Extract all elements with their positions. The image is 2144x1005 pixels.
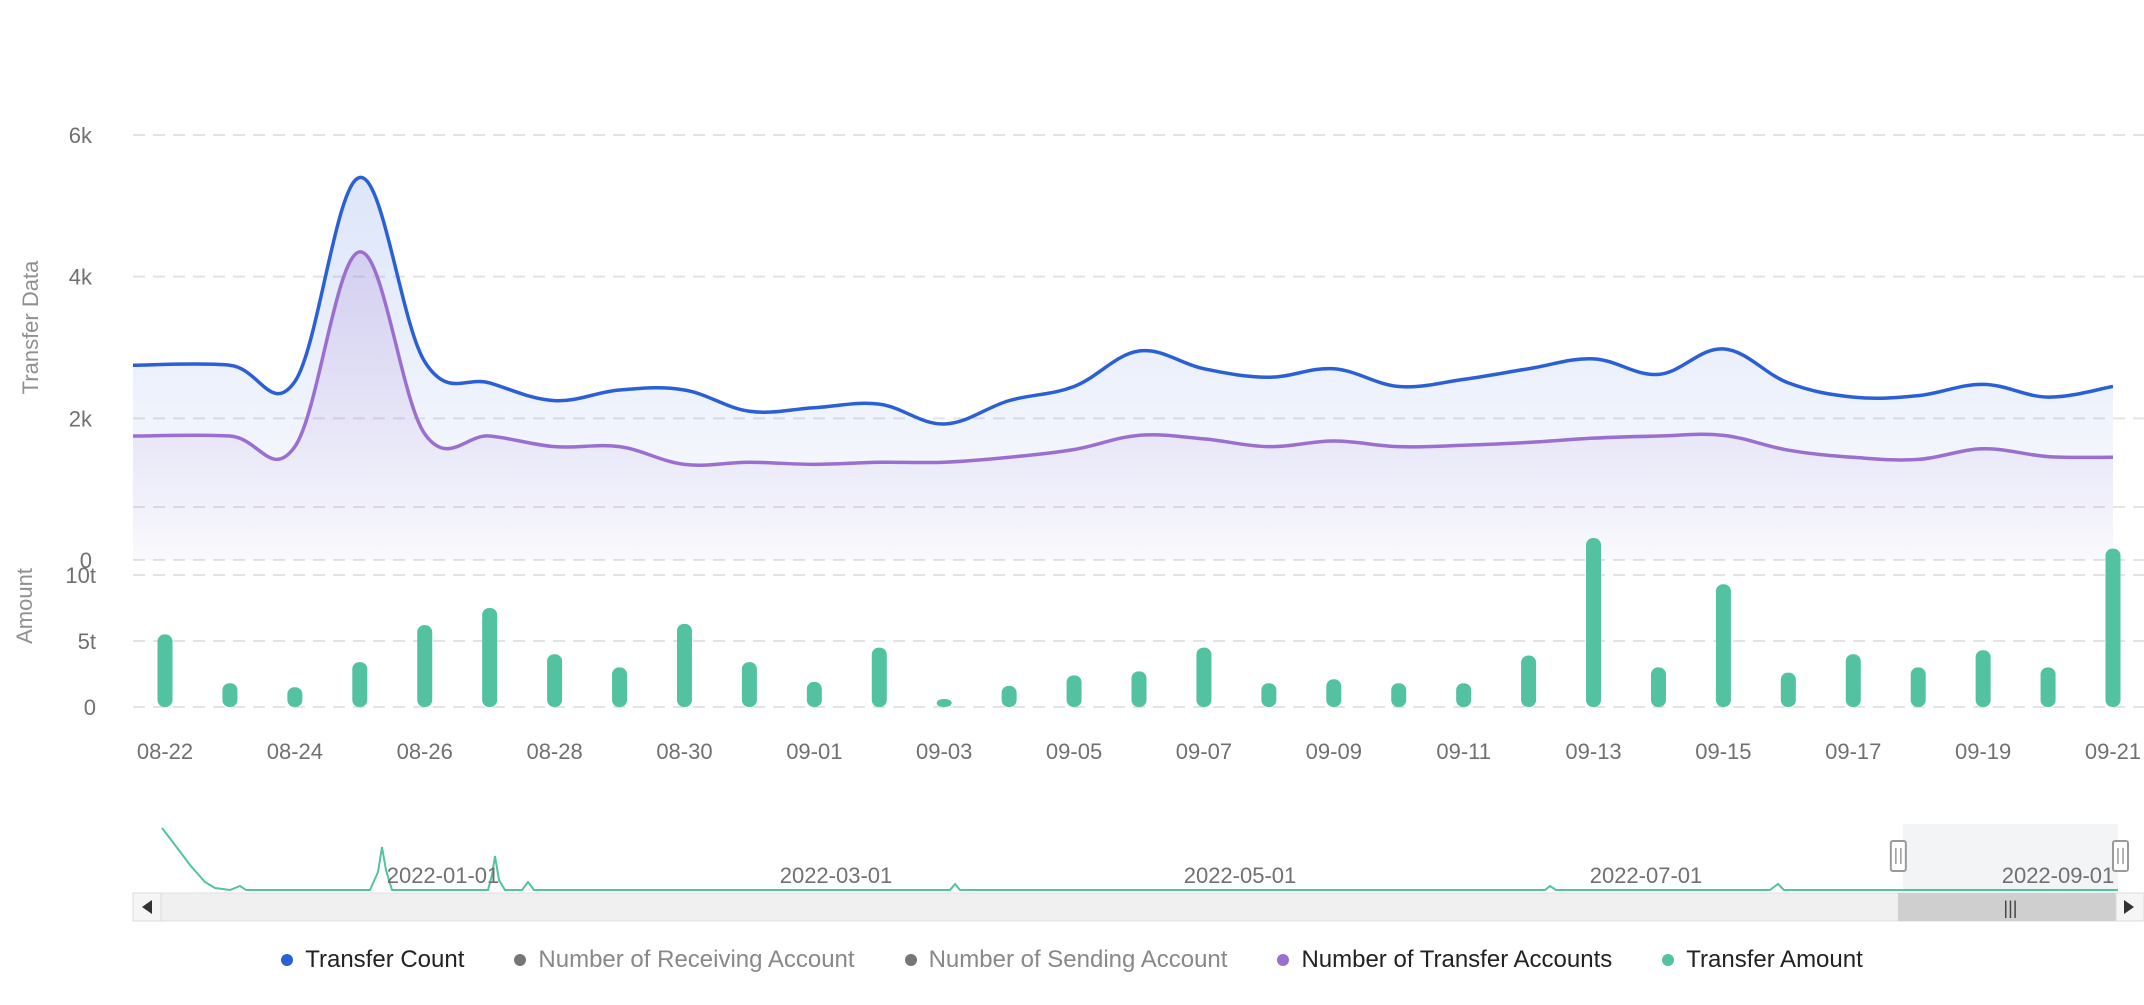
bar-transfer-amount [1650,667,1666,707]
x-tick-label: 09-05 [1046,739,1102,764]
x-tick-label: 08-28 [526,739,582,764]
bar-transfer-amount [612,667,628,707]
zoom-tick-label: 2022-07-01 [1590,863,1703,888]
bar-transfer-amount [676,623,692,707]
x-tick-label: 09-07 [1176,739,1232,764]
bar-transfer-amount [2105,548,2121,707]
x-tick-label: 08-24 [267,739,323,764]
legend-item-number-of-sending-account[interactable]: Number of Sending Account [904,946,1228,974]
bar-transfer-amount [1521,655,1537,707]
bottom-y-tick-label: 5t [78,629,96,654]
bottom-y-tick-label: 0 [84,695,96,720]
top-y-tick-label: 0 [80,548,92,573]
bar-transfer-amount [1196,647,1212,707]
x-tick-label: 08-30 [656,739,712,764]
x-tick-label: 09-13 [1565,739,1621,764]
bar-transfer-amount [352,662,368,707]
legend-marker-icon [514,954,527,966]
bar-transfer-amount [417,625,433,707]
bar-transfer-amount [1586,538,1602,707]
legend-marker-icon [1277,954,1290,966]
x-tick-label: 09-09 [1306,739,1362,764]
zoom-handle-left[interactable] [1889,840,1907,872]
bar-transfer-amount [1715,584,1731,707]
x-tick-label: 09-15 [1695,739,1751,764]
bar-transfer-amount [1456,683,1472,707]
bar-transfer-amount [547,654,563,707]
bar-transfer-amount [1326,679,1342,707]
legend: Transfer Count Number of Receiving Accoun… [0,940,2144,980]
legend-label: Transfer Count [305,946,465,973]
x-tick-label: 08-26 [397,739,453,764]
bar-transfer-amount [2040,667,2056,707]
series-area-number-of-transfer-accounts [133,251,2113,560]
x-tick-label: 09-19 [1955,739,2011,764]
zoom-tick-label: 2022-01-01 [387,863,500,888]
series-line-transfer-count [132,175,2114,426]
bar-transfer-amount [936,699,952,707]
zoom-overview-trace [161,827,2118,892]
bar-transfer-amount [1780,672,1796,707]
zoom-tick-label: 2022-05-01 [1184,863,1297,888]
legend-item-number-of-transfer-accounts[interactable]: Number of Transfer Accounts [1277,946,1612,974]
bar-transfer-amount [157,634,173,707]
zoom-tick-label: 2022-03-01 [780,863,893,888]
x-tick-label: 08-22 [137,739,193,764]
legend-label: Number of Receiving Account [538,946,855,973]
series-line-number-of-transfer-accounts [132,250,2114,467]
top-y-tick-label: 4k [69,265,93,290]
bar-transfer-amount [287,687,303,707]
x-tick-label: 09-21 [2085,739,2141,764]
zoom-scrollbar-thumb[interactable] [1897,893,2118,921]
bar-transfer-amount [1975,650,1991,707]
bar-transfer-amount [1845,654,1861,707]
bar-transfer-amount [806,681,822,707]
zoom-scrollbar-track [132,892,2144,922]
zoom-tick-label: 2022-09-01 [2002,863,2115,888]
zoom-scrollbar-grip: ||| [2003,898,2017,918]
bottom-y-tick-label: 10t [65,563,96,588]
legend-marker-icon [904,954,917,966]
x-tick-label: 09-01 [786,739,842,764]
x-tick-label: 09-17 [1825,739,1881,764]
scroll-left-arrow-icon [142,900,152,914]
legend-item-number-of-receiving-account[interactable]: Number of Receiving Account [514,946,855,974]
legend-marker-icon [1662,954,1675,966]
legend-marker-icon [281,954,294,966]
bottom-y-axis-label: Amount [12,568,37,644]
bar-transfer-amount [871,647,887,707]
legend-item-transfer-amount[interactable]: Transfer Amount [1662,946,1863,974]
bar-transfer-amount [1261,683,1277,707]
x-tick-label: 09-11 [1436,739,1491,764]
zoom-handle-right[interactable] [2112,840,2129,872]
bar-transfer-amount [1910,667,1926,707]
legend-item-transfer-count[interactable]: Transfer Count [281,946,464,974]
top-y-tick-label: 2k [69,406,93,431]
top-y-tick-label: 6k [69,123,93,148]
bar-transfer-amount [482,608,498,707]
legend-label: Number of Sending Account [928,946,1228,973]
bar-transfer-amount [1391,683,1407,707]
bar-transfer-amount [741,662,757,707]
bar-transfer-amount [222,683,238,707]
legend-label: Transfer Amount [1686,946,1863,973]
bar-transfer-amount [1066,675,1082,707]
scroll-right-arrow-icon [2124,900,2134,914]
zoom-selected-window [1902,824,2118,892]
x-tick-label: 09-03 [916,739,972,764]
bar-transfer-amount [1131,671,1147,707]
legend-label: Number of Transfer Accounts [1301,946,1613,973]
bar-transfer-amount [1001,685,1017,707]
top-y-axis-label: Transfer Data [18,260,43,394]
